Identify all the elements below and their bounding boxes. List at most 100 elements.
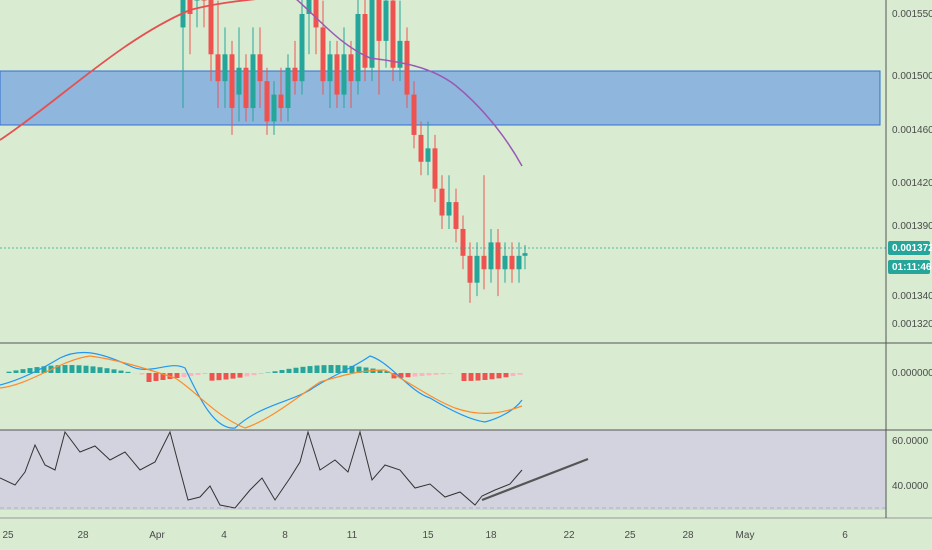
candle-body (299, 14, 305, 82)
macd-hist-bar (342, 365, 348, 373)
time-axis-tick: 28 (682, 530, 694, 541)
macd-hist-bar (286, 368, 292, 373)
macd-hist-bar (272, 371, 278, 373)
macd-hist-bar (419, 373, 425, 376)
candle-body (439, 188, 445, 216)
macd-signal-line (0, 355, 523, 429)
candle-body (334, 54, 340, 95)
macd-hist-bar (363, 367, 369, 373)
macd-hist-bar (482, 373, 488, 381)
candle-body (278, 94, 284, 109)
macd-hist-bar (349, 365, 355, 373)
candle-body (446, 202, 452, 216)
macd-hist-bar (160, 373, 166, 380)
candle-body (257, 54, 263, 82)
candle-body (250, 54, 256, 109)
rsi-line (0, 430, 523, 509)
candle-body (208, 0, 214, 55)
candle-body (306, 0, 312, 14)
macd-hist-bar (356, 366, 362, 373)
time-axis-tick: 6 (842, 530, 848, 541)
candle-body (516, 255, 522, 270)
macd-hist-bar (384, 370, 390, 373)
ma-slow-line (0, 0, 256, 141)
time-axis-tick: 25 (2, 530, 14, 541)
macd-hist-bar (412, 373, 418, 377)
ma-fast-line (296, 0, 523, 167)
candle-body (292, 67, 298, 82)
macd-hist-bar (20, 369, 26, 373)
candle-body (222, 54, 228, 82)
time-axis-tick: 28 (77, 530, 89, 541)
macd-panel-bg (0, 343, 886, 430)
candle-body (509, 255, 515, 270)
candle-body (194, 0, 200, 1)
price-axis-tick: 0.001320 (892, 319, 932, 330)
rsi-trendline (481, 457, 589, 502)
macd-hist-bar (181, 373, 187, 377)
candle-body (313, 0, 319, 28)
macd-line (0, 351, 523, 429)
macd-hist-bar (139, 373, 145, 375)
last-price-tag (888, 241, 930, 255)
candle-body (522, 253, 528, 256)
macd-hist-bar (209, 373, 215, 381)
macd-hist-bar (6, 371, 12, 373)
candle-body (327, 54, 333, 82)
macd-hist-bar (433, 373, 439, 375)
candle-body (453, 202, 459, 229)
candle-body (187, 0, 193, 14)
candle-body (320, 27, 326, 82)
macd-hist-bar (307, 366, 313, 373)
macd-hist-bar (125, 371, 131, 373)
candle-body (467, 255, 473, 283)
candle-body (418, 134, 424, 162)
macd-hist-bar (111, 369, 117, 373)
candle-body (404, 40, 410, 95)
candle-body (397, 40, 403, 68)
macd-hist-bar (230, 373, 236, 379)
time-axis-tick: 18 (485, 530, 497, 541)
candle-body (390, 0, 396, 68)
candle-body (481, 255, 487, 270)
candle-body (201, 0, 207, 1)
macd-hist-bar (97, 367, 103, 373)
candle-body (460, 228, 466, 256)
candle-body (215, 54, 221, 82)
time-axis-tick: 8 (282, 530, 288, 541)
macd-hist-bar (335, 365, 341, 373)
time-axis-tick: 11 (347, 530, 358, 541)
macd-hist-bar (496, 373, 502, 379)
countdown-tag (888, 260, 930, 274)
macd-hist-bar (146, 373, 152, 382)
candle-body (341, 54, 347, 95)
macd-hist-bar (258, 373, 264, 374)
macd-hist-bar (41, 366, 47, 373)
candle-body (411, 94, 417, 135)
macd-hist-bar (76, 365, 82, 373)
time-axis-tick: 15 (422, 530, 434, 541)
time-axis-tick: Apr (149, 530, 165, 541)
macd-hist-bar (237, 373, 243, 378)
rsi-axis-tick: 40.0000 (892, 481, 929, 492)
macd-hist-bar (517, 373, 523, 375)
candle-body (488, 242, 494, 270)
macd-hist-bar (321, 365, 327, 373)
macd-hist-bar (377, 369, 383, 373)
candle-body (425, 148, 431, 162)
macd-hist-bar (118, 370, 124, 373)
candle-body (432, 148, 438, 189)
macd-hist-bar (216, 373, 222, 381)
macd-hist-bar (188, 373, 194, 376)
time-axis-tick: 4 (221, 530, 227, 541)
candle-body (502, 255, 508, 270)
macd-hist-bar (83, 365, 89, 373)
macd-axis-tick: 0.000000 (892, 368, 932, 379)
countdown-label: 01:11:46 (892, 262, 932, 273)
macd-hist-bar (468, 373, 474, 381)
macd-hist-bar (398, 373, 404, 378)
price-axis-tick: 0.001500 (892, 71, 932, 82)
macd-hist-bar (69, 365, 75, 373)
macd-hist-bar (223, 373, 229, 380)
